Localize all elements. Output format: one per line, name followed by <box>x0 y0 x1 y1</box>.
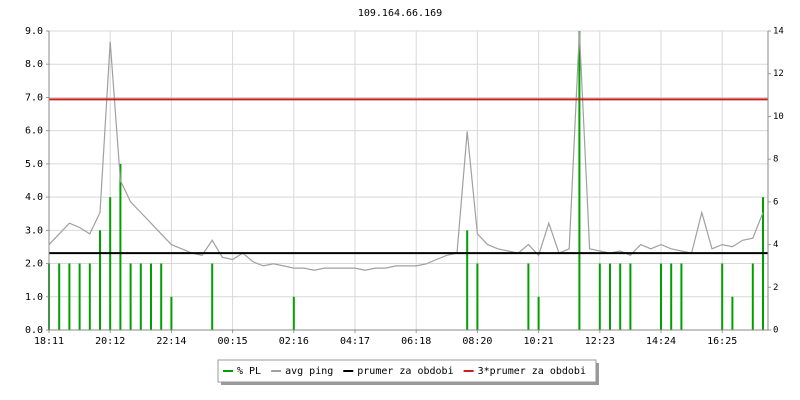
legend-label: prumer za obdobi <box>357 366 453 377</box>
x-tick-label: 22:14 <box>156 336 186 347</box>
y2-tick-label: 0 <box>773 326 778 336</box>
x-tick-label: 04:17 <box>340 336 370 347</box>
y-tick-label: 3.0 <box>25 225 43 236</box>
y-tick-label: 1.0 <box>25 292 43 303</box>
x-tick-label: 00:15 <box>218 336 248 347</box>
y2-tick-label: 4 <box>773 240 778 250</box>
y-tick-label: 2.0 <box>25 259 43 270</box>
y-tick-label: 7.0 <box>25 92 43 103</box>
legend-label: % PL <box>237 366 261 377</box>
x-tick-label: 12:23 <box>585 336 615 347</box>
x-tick-label: 10:21 <box>524 336 554 347</box>
x-tick-label: 20:12 <box>95 336 125 347</box>
y2-tick-label: 10 <box>773 112 784 122</box>
x-tick-label: 06:18 <box>401 336 431 347</box>
chart-title: 109.164.66.169 <box>358 8 442 19</box>
y2-tick-label: 8 <box>773 155 778 165</box>
y-tick-label: 4.0 <box>25 192 43 203</box>
legend-label: avg ping <box>285 366 333 377</box>
y-tick-label: 6.0 <box>25 126 43 137</box>
x-tick-label: 14:24 <box>646 336 676 347</box>
x-tick-label: 02:16 <box>279 336 309 347</box>
ping-line <box>48 30 764 271</box>
legend-label: 3*prumer za obdobi <box>478 366 586 377</box>
y-tick-label: 8.0 <box>25 59 43 70</box>
y-tick-label: 0.0 <box>25 325 43 336</box>
y2-tick-label: 12 <box>773 69 784 79</box>
y-tick-label: 5.0 <box>25 159 43 170</box>
y2-tick-label: 6 <box>773 197 778 207</box>
x-tick-label: 08:20 <box>462 336 492 347</box>
legend <box>217 359 597 383</box>
y2-tick-label: 14 <box>773 27 784 37</box>
y-tick-label: 9.0 <box>25 26 43 37</box>
y2-tick-label: 2 <box>773 283 778 293</box>
x-tick-label: 18:11 <box>34 336 64 347</box>
x-tick-label: 16:25 <box>707 336 737 347</box>
